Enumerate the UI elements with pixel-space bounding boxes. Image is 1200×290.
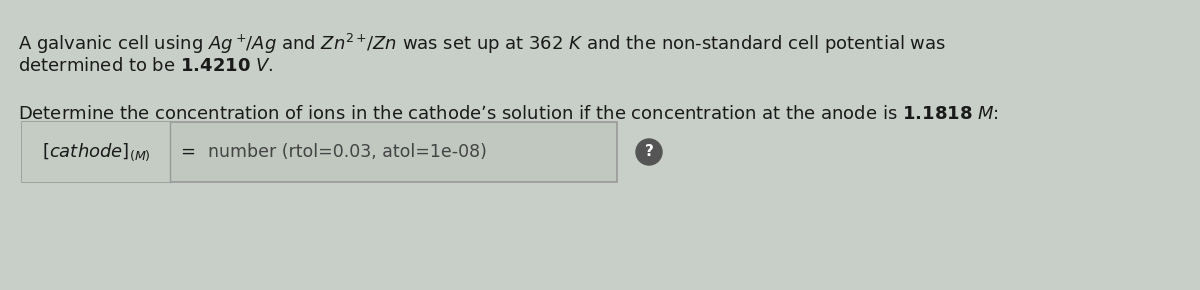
Text: number (rtol=0.03, atol=1e-08): number (rtol=0.03, atol=1e-08) <box>208 143 487 161</box>
Text: determined to be $\mathbf{1.4210}$ $V$.: determined to be $\mathbf{1.4210}$ $V$. <box>18 57 274 75</box>
Text: =: = <box>180 143 196 161</box>
Circle shape <box>636 139 662 165</box>
Text: Determine the concentration of ions in the cathode’s solution if the concentrati: Determine the concentration of ions in t… <box>18 105 998 123</box>
Text: ?: ? <box>644 144 654 160</box>
Bar <box>22 122 617 182</box>
Bar <box>22 122 170 182</box>
Text: A galvanic cell using $Ag^+\!/Ag$ and $Zn^{2+}\!/Zn$ was set up at $362\ K$ and : A galvanic cell using $Ag^+\!/Ag$ and $Z… <box>18 32 946 56</box>
Text: $[cathode]_{(M)}$: $[cathode]_{(M)}$ <box>42 141 150 163</box>
